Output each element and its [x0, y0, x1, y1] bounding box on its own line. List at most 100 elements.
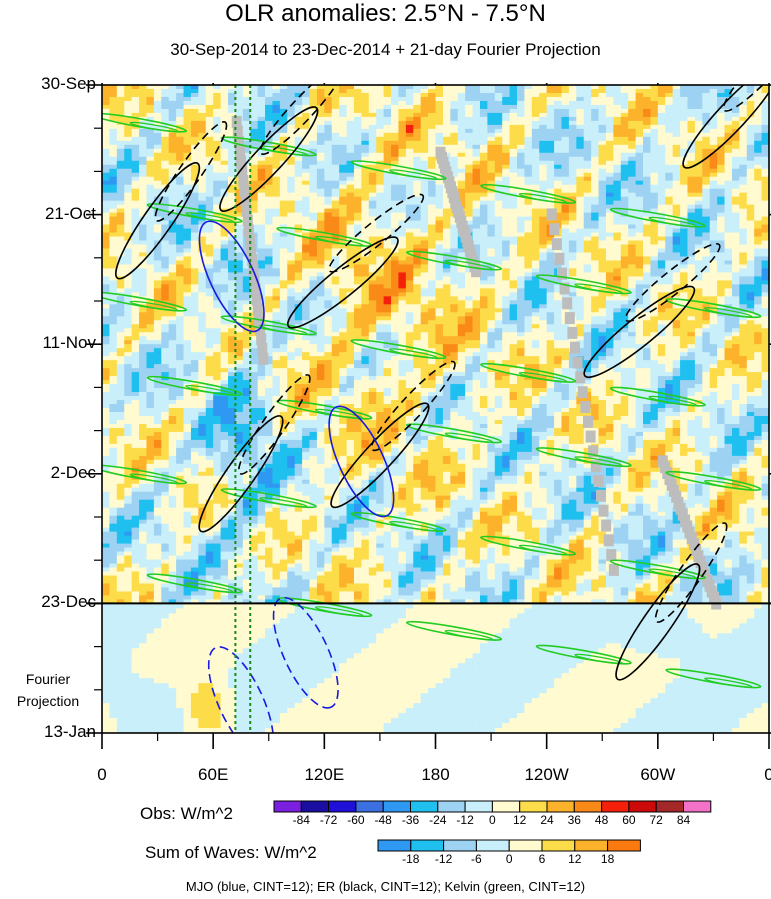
kelvin-contour	[259, 497, 308, 508]
colorbar-tick-label: -24	[429, 813, 447, 827]
x-tick-label: 60E	[198, 765, 229, 784]
kelvin-contour	[444, 629, 494, 641]
kelvin-contour	[389, 169, 438, 180]
colorbar-tick-label: -18	[402, 852, 420, 866]
colorbar-tick-label: 6	[538, 852, 546, 866]
er-contour	[654, 522, 728, 623]
er-contour	[330, 402, 430, 509]
mjo-contour	[272, 596, 339, 709]
kelvin-contour	[704, 307, 753, 318]
projection-label-line1: Fourier	[25, 671, 71, 687]
er-contour	[237, 374, 311, 475]
er-contour	[154, 121, 228, 222]
kelvin-contour	[220, 136, 317, 157]
colorbar-swatch	[628, 800, 657, 813]
obs-colorbar	[273, 800, 712, 813]
projection-label: Fourier Projection	[0, 668, 96, 712]
kelvin-contour	[518, 193, 568, 204]
colorbar-tick-label: -6	[471, 852, 482, 866]
colorbar-swatch	[519, 800, 548, 813]
kelvin-contour	[259, 324, 308, 335]
y-tick-label: 23-Dec	[41, 592, 96, 612]
colorbar-swatch	[541, 839, 576, 852]
colorbar-swatch	[377, 839, 412, 852]
colorbar-tick-label: -84	[292, 813, 310, 827]
er-contour	[682, 85, 769, 169]
chart-title: OLR anomalies: 2.5°N - 7.5°N	[225, 0, 546, 27]
kelvin-contour	[648, 216, 697, 228]
x-tick-label: 0	[97, 765, 107, 784]
colorbar-tick-label: 0	[489, 813, 496, 827]
colorbar-swatch	[607, 839, 641, 852]
kelvin-contour	[648, 395, 697, 407]
kelvin-contour	[665, 470, 762, 491]
x-tick-label: 60W	[640, 765, 676, 784]
kelvin-contour	[102, 291, 188, 312]
colorbar-tick-label: 12	[568, 852, 582, 866]
kelvin-contour	[350, 160, 447, 181]
kelvin-contour	[535, 447, 632, 468]
kelvin-contour	[314, 408, 364, 420]
kelvin-contour	[518, 372, 568, 383]
mjo-contour	[207, 646, 275, 733]
colorbar-swatch	[683, 800, 712, 813]
kelvin-contour	[609, 207, 706, 228]
x-tick-label: 120W	[524, 765, 569, 784]
kelvin-contour	[648, 568, 697, 579]
kelvin-contour	[185, 384, 234, 396]
colorbar-swatch	[491, 800, 521, 813]
er-contour	[370, 360, 456, 452]
y-tick-label: 11-Nov	[42, 333, 96, 353]
y-tick-label: 30-Sep	[41, 74, 96, 93]
plot-axes	[86, 83, 771, 749]
colorbar-tick-label: 36	[567, 813, 581, 827]
colorbar-tick-label: -12	[456, 813, 474, 827]
colorbar-swatch	[300, 800, 330, 813]
kelvin-contour	[146, 203, 243, 224]
kelvin-contour	[480, 183, 577, 204]
kelvin-contour	[405, 250, 503, 271]
colorbar-tick-label: -48	[374, 813, 392, 827]
kelvin-contour	[405, 423, 503, 444]
colorbar-tick-label: 48	[594, 813, 609, 827]
kelvin-contour	[480, 362, 577, 383]
kelvin-contour	[220, 488, 317, 509]
colorbar-tick-label: 84	[676, 813, 691, 827]
mjo-contour	[198, 220, 265, 333]
kelvin-contour	[102, 112, 188, 133]
kelvin-contour	[146, 573, 243, 594]
obs-colorbar-label: Obs: W/m^2	[140, 804, 233, 823]
kelvin-contour	[389, 521, 438, 532]
kelvin-contour	[185, 582, 234, 593]
y-tick-label: 2-Dec	[50, 462, 96, 482]
colorbar-tick-label: -72	[319, 813, 338, 827]
er-contour	[328, 193, 425, 273]
colorbar-swatch	[328, 800, 357, 813]
colorbar-swatch	[382, 800, 412, 813]
kelvin-contour	[535, 274, 632, 295]
kelvin-contour	[259, 145, 308, 156]
colorbar-swatch	[574, 839, 609, 852]
colorbar-swatch	[464, 800, 493, 813]
colorbar-swatch	[410, 800, 439, 813]
colorbar-swatch	[437, 800, 466, 813]
kelvin-contour	[609, 559, 706, 580]
x-tick-label: 120E	[304, 765, 345, 784]
er-contour	[259, 85, 345, 156]
er-contour	[624, 242, 721, 323]
colorbar-swatch	[443, 839, 477, 852]
er-contour	[198, 415, 284, 533]
colorbar-swatch	[601, 800, 630, 813]
colorbar-swatch	[475, 839, 510, 852]
kelvin-contour	[129, 473, 179, 484]
projection-label-line2: Projection	[16, 693, 80, 709]
colorbar-swatch	[273, 800, 302, 813]
x-tick-label: 180	[421, 765, 450, 784]
kelvin-contour	[314, 235, 364, 247]
kelvin-contour	[350, 339, 447, 360]
colorbar-tick-label: -36	[401, 813, 420, 827]
colorbar-tick-label: -12	[434, 852, 453, 866]
kelvin-contour	[518, 544, 568, 556]
x-tick-label: 0	[764, 765, 771, 784]
